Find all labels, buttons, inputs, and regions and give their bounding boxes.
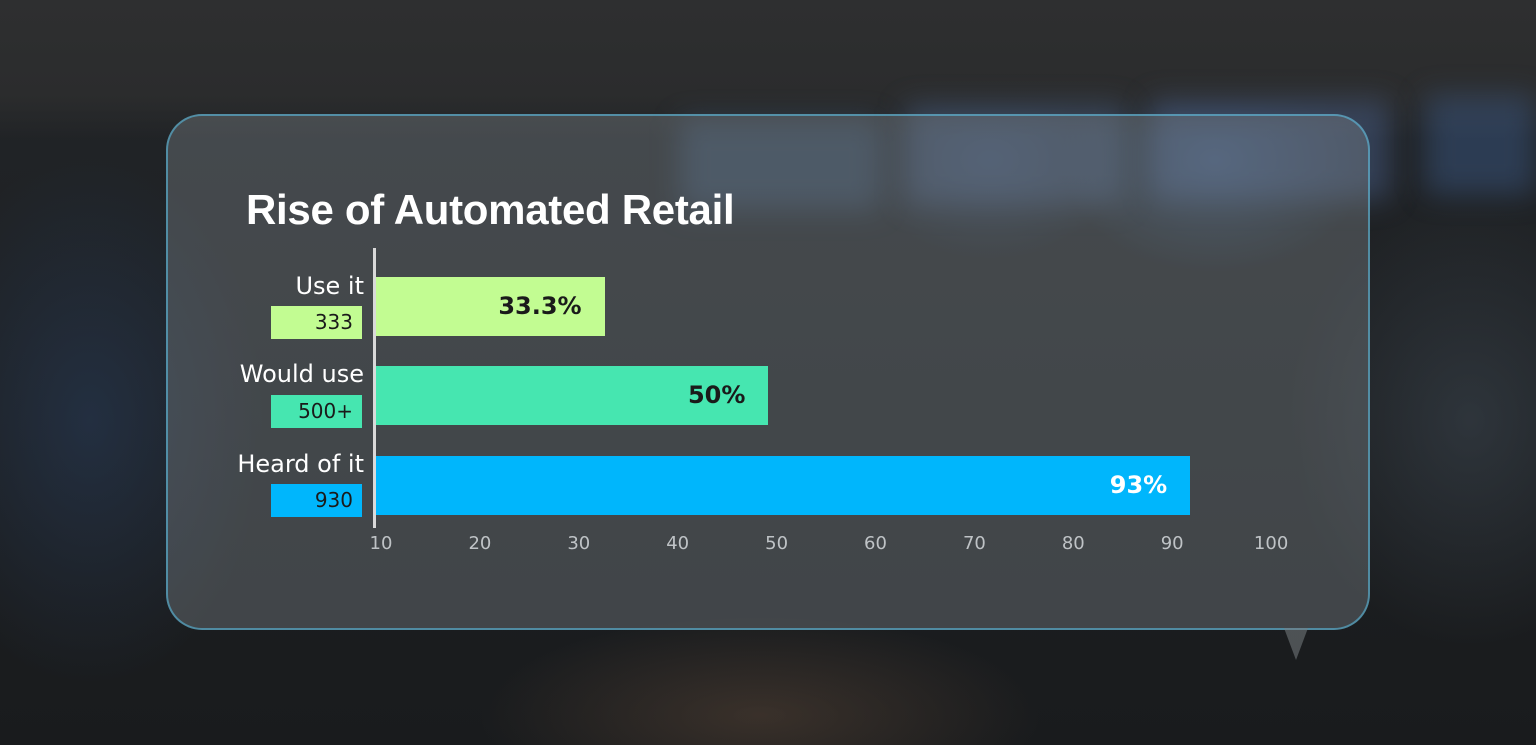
y-axis-line [373,248,376,528]
x-tick-label: 40 [666,533,690,554]
count-badge: 333 [271,306,362,339]
count-badge: 930 [271,484,362,517]
count-badge: 500+ [271,395,362,428]
bar-value-label: 93% [1109,471,1168,499]
bar-value-label: 50% [687,381,746,409]
background-screen [1150,100,1390,200]
x-tick-label: 60 [864,533,887,554]
bar [376,366,769,425]
x-tick-label: 100 [1253,533,1289,554]
bar [376,277,605,336]
category-label: Heard of it [237,450,364,478]
x-tick-label: 50 [765,533,789,554]
chart-card-tail [1284,628,1308,660]
x-tick-label: 80 [1061,533,1085,554]
x-tick-label: 20 [468,533,492,554]
x-tick-label: 70 [962,533,986,554]
category-label: Use it [295,272,364,300]
bar [376,456,1191,515]
x-tick-label: 90 [1160,533,1184,554]
background-screen [905,105,1125,205]
background-screen [680,120,880,210]
background-screen [1425,95,1535,195]
chart-title: Rise of Automated Retail [246,186,735,233]
bar-value-label: 33.3% [498,292,582,320]
category-label: Would use [239,360,364,388]
x-tick-label: 30 [567,533,591,554]
x-tick-label: 10 [369,533,393,554]
